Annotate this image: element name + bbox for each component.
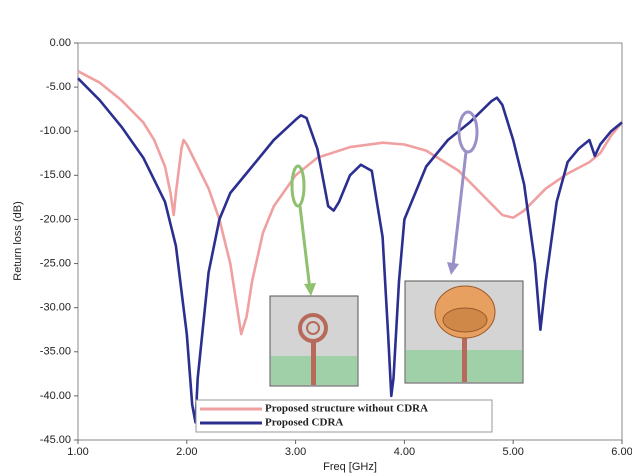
x-tick-label: 3.00 xyxy=(285,446,306,458)
y-tick-label: -35.00 xyxy=(40,346,71,358)
y-tick-label: -20.00 xyxy=(40,213,71,225)
inset-dra-inner xyxy=(442,307,488,333)
marker-ellipse xyxy=(290,164,306,208)
y-tick-label: -45.00 xyxy=(40,434,71,446)
series-line xyxy=(77,70,624,336)
inset-ring-outer xyxy=(298,313,328,343)
arrow xyxy=(298,205,312,291)
arrow xyxy=(451,151,468,267)
arrow-head xyxy=(447,262,459,275)
y-axis-label: Return loss (dB) xyxy=(12,201,24,280)
y-tick-label: -40.00 xyxy=(40,390,71,402)
legend-box xyxy=(195,399,493,433)
y-tick-label: -15.00 xyxy=(40,169,71,181)
y-tick-label: -25.00 xyxy=(40,257,71,269)
legend-label: Proposed CDRA xyxy=(265,417,343,429)
y-tick-label: -30.00 xyxy=(40,302,71,314)
inset-ring xyxy=(269,295,359,387)
y-tick-label: 0.00 xyxy=(50,37,71,49)
x-tick-label: 5.00 xyxy=(502,446,523,458)
x-tick-label: 6.00 xyxy=(611,446,632,458)
legend-label: Proposed structure without CDRA xyxy=(265,403,428,415)
inset-ring-inner xyxy=(306,321,320,335)
x-tick-label: 2.00 xyxy=(176,446,197,458)
inset-feed xyxy=(311,340,316,385)
x-tick-label: 4.00 xyxy=(394,446,415,458)
inset-feed xyxy=(462,330,467,382)
y-tick-label: -10.00 xyxy=(40,125,71,137)
plot-frame xyxy=(77,42,623,441)
legend: Proposed structure without CDRA Proposed … xyxy=(195,399,493,433)
inset-cdra xyxy=(404,280,524,384)
x-axis-label: Freq [GHz] xyxy=(323,461,377,473)
x-tick-label: 1.00 xyxy=(67,446,88,458)
marker-ellipse xyxy=(457,110,479,154)
y-tick-label: -5.00 xyxy=(46,81,71,93)
arrow-head xyxy=(304,283,316,296)
